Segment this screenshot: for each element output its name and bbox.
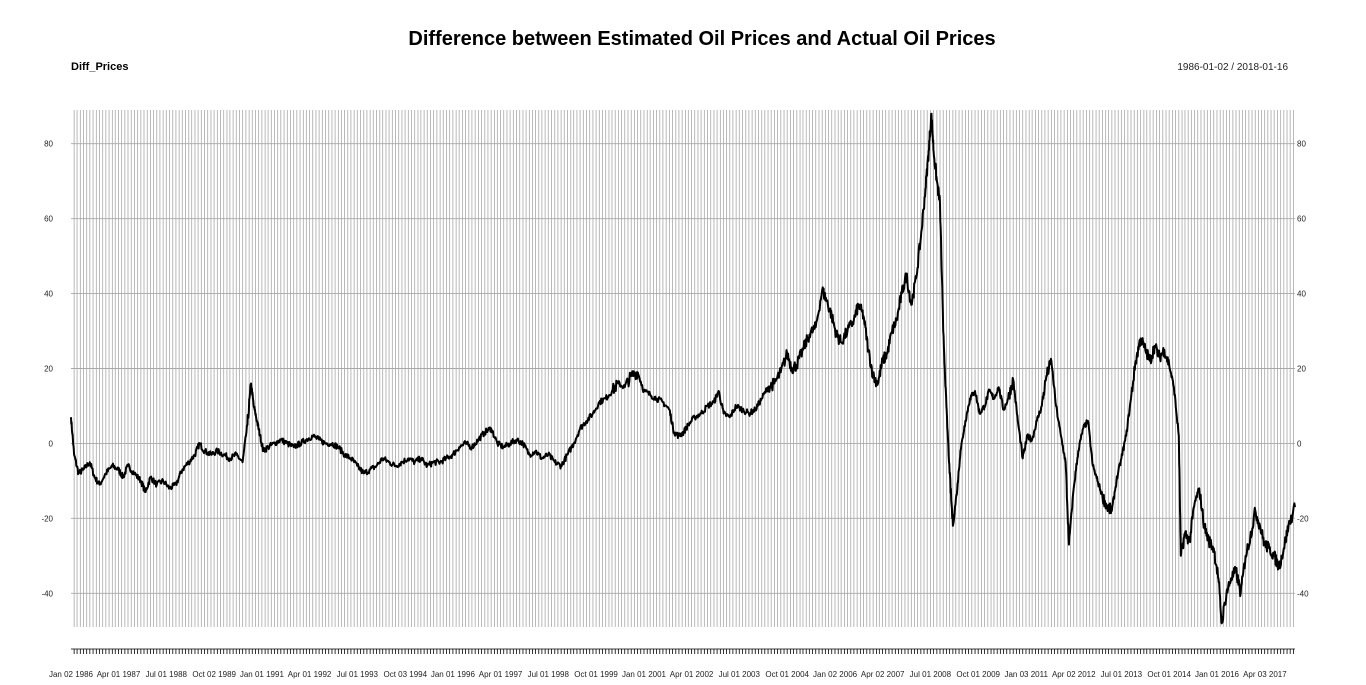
x-tick-label: Jul 01 1988	[146, 670, 188, 679]
x-tick-label: Jan 01 2001	[622, 670, 667, 679]
y-tick-label-left: -20	[41, 514, 53, 523]
x-tick-label: Apr 02 2012	[1052, 670, 1096, 679]
y-tick-label-left: -40	[41, 589, 53, 598]
x-tick-label: Jul 01 1998	[528, 670, 570, 679]
x-tick-label: Oct 03 1994	[383, 670, 427, 679]
x-tick-label: Jul 01 1993	[337, 670, 379, 679]
x-tick-label: Jan 02 1986	[49, 670, 94, 679]
y-tick-label-right: 20	[1297, 365, 1306, 374]
x-tick-label: Oct 01 2009	[956, 670, 1000, 679]
y-tick-label-right: 0	[1297, 439, 1302, 448]
x-tick-label: Apr 02 2007	[861, 670, 905, 679]
x-tick-label: Jan 03 2011	[1004, 670, 1048, 679]
y-tick-label-right: 60	[1297, 215, 1306, 224]
y-tick-label-right: 80	[1297, 140, 1306, 149]
y-tick-label-right: -40	[1297, 589, 1309, 598]
x-axis-labels: Jan 02 1986 Apr 01 1987 Jul 01 1988 Oct 02 …	[49, 670, 1287, 679]
y-tick-label-left: 20	[44, 365, 53, 374]
x-tick-label: Apr 01 1987	[97, 670, 141, 679]
y-axis-right-labels: 80 60 40 20 0 -20 -40	[1297, 140, 1309, 599]
date-range: 1986-01-02 / 2018-01-16	[1177, 62, 1288, 73]
x-tick-label: Jan 01 2016	[1195, 670, 1240, 679]
y-axis-left-labels: 80 60 40 20 0 -20 -40	[41, 140, 53, 599]
horizontal-gridlines	[71, 143, 1295, 594]
y-tick-label-left: 0	[49, 439, 54, 448]
x-tick-label: Jan 01 1991	[240, 670, 285, 679]
y-tick-label-right: 40	[1297, 290, 1306, 299]
x-tick-label: Jan 02 2006	[813, 670, 858, 679]
x-tick-label: Oct 02 1989	[192, 670, 236, 679]
diff-prices-line	[70, 112, 1296, 625]
x-axis-ticks	[71, 648, 1295, 654]
x-tick-label: Oct 01 2004	[765, 670, 809, 679]
series-name: Diff_Prices	[71, 61, 129, 73]
x-tick-label: Apr 01 2002	[670, 670, 714, 679]
y-tick-label-right: -20	[1297, 514, 1309, 523]
y-tick-label-left: 40	[44, 290, 53, 299]
x-tick-label: Jul 01 2008	[910, 670, 952, 679]
y-tick-label-left: 80	[44, 140, 53, 149]
x-tick-label: Jul 01 2013	[1101, 670, 1143, 679]
x-tick-label: Apr 01 1992	[288, 670, 332, 679]
x-tick-label: Oct 01 2014	[1147, 670, 1191, 679]
x-tick-label: Jul 01 2003	[719, 670, 761, 679]
y-tick-label-left: 60	[44, 215, 53, 224]
x-tick-label: Apr 01 1997	[479, 670, 523, 679]
x-tick-label: Oct 01 1999	[574, 670, 618, 679]
x-tick-label: Apr 03 2017	[1243, 670, 1287, 679]
x-tick-label: Jan 01 1996	[431, 670, 476, 679]
chart-title: Difference between Estimated Oil Prices …	[408, 28, 996, 50]
